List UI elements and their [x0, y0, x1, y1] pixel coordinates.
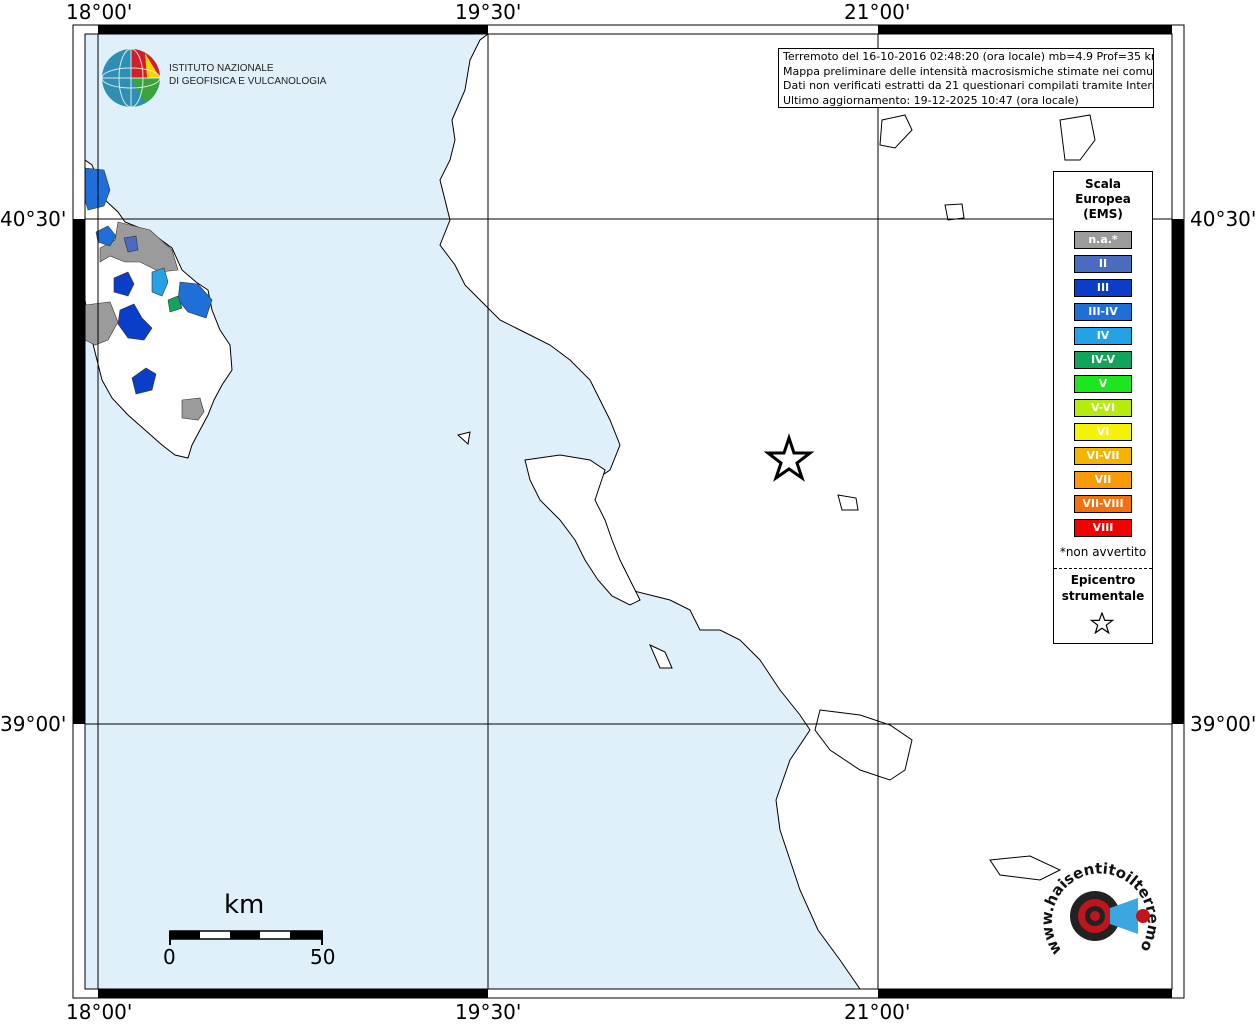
legend-item: n.a.* [1074, 231, 1132, 249]
legend-title-2: Europea [1075, 192, 1131, 206]
map-frame [72, 24, 1185, 999]
info-line-3: Dati non verificati estratti da 21 quest… [783, 79, 1154, 92]
logo-text: ISTITUTO NAZIONALE DI GEOFISICA E VULCAN… [169, 62, 326, 88]
legend-item: V [1074, 375, 1132, 393]
legend-item: VI-VII [1074, 447, 1132, 465]
legend-epicentre: Epicentro strumentale [1054, 572, 1152, 604]
island [944, 203, 965, 221]
epicentre-star-icon[interactable] [763, 433, 815, 482]
legend-note: *non avvertito [1059, 545, 1147, 559]
island [989, 855, 1062, 881]
legend-item: VII [1074, 471, 1132, 489]
lon-label-top-2: 19°30' [455, 0, 522, 24]
legend-title-3: (EMS) [1083, 207, 1123, 221]
legend-item: III [1074, 279, 1132, 297]
municipality-iii [113, 271, 135, 297]
event-info-box: Terremoto del 16-10-2016 02:48:20 (ora l… [778, 48, 1154, 108]
logo-line-1: ISTITUTO NAZIONALE [169, 62, 274, 74]
info-line-1: Terremoto del 16-10-2016 02:48:20 (ora l… [783, 50, 1154, 63]
municipality-iii [131, 367, 157, 395]
municipality-na [181, 397, 205, 421]
island [837, 494, 859, 511]
legend-epicentre-2: strumentale [1061, 589, 1145, 603]
legend-title: Scala Europea (EMS) [1054, 177, 1152, 222]
lat-label-left-1: 40°30' [0, 207, 67, 231]
info-line-2: Mappa preliminare delle intensità macros… [783, 64, 1154, 78]
legend-item: VI [1074, 423, 1132, 441]
legend-epicentre-1: Epicentro [1070, 573, 1136, 587]
lefkada-island [814, 709, 913, 781]
legend-item: III-IV [1074, 303, 1132, 321]
haisentito-logo[interactable]: www.haisentitoilterremoto.it [1040, 856, 1170, 976]
corfu-island [524, 454, 641, 606]
scale-title: km [224, 890, 265, 920]
scale-bar [169, 930, 323, 945]
lat-label-right-2: 39°00' [1190, 712, 1255, 736]
lon-label-top-1: 18°00' [66, 0, 133, 24]
municipality-iii [117, 303, 153, 341]
island [649, 643, 673, 669]
lat-label-left-2: 39°00' [0, 712, 67, 736]
island [1059, 114, 1096, 161]
graticule [85, 34, 1172, 989]
legend-item: IV [1074, 327, 1132, 345]
legend-item: VII-VIII [1074, 495, 1132, 513]
municipality-iv [151, 267, 169, 297]
legend-item: V-VI [1074, 399, 1132, 417]
ingv-logo [101, 48, 161, 108]
legend-item: IV-V [1074, 351, 1132, 369]
scale-max: 50 [310, 945, 336, 969]
ems-legend: Scala Europea (EMS) n.a.* II III III-IV IV IV… [1053, 171, 1153, 644]
legend-item: II [1074, 255, 1132, 273]
scale-min: 0 [163, 945, 176, 969]
municipality-ii [123, 235, 139, 253]
lon-label-bottom-1: 18°00' [66, 1000, 133, 1024]
legend-title-1: Scala [1084, 177, 1122, 191]
lat-label-right-1: 40°30' [1190, 207, 1255, 231]
island [879, 114, 913, 149]
legend-separator [1054, 568, 1152, 569]
info-line-4: Ultimo aggiornamento: 19-12-2025 10:47 (… [783, 93, 1079, 107]
legend-item: VIII [1074, 519, 1132, 537]
municipality-na [99, 221, 179, 273]
lon-label-bottom-3: 21°00' [844, 1000, 911, 1024]
lon-label-bottom-2: 19°30' [455, 1000, 522, 1024]
legend-star-icon [1090, 612, 1114, 634]
municipality-iv-v [167, 295, 183, 313]
lon-label-top-3: 21°00' [844, 0, 911, 24]
logo-line-2: DI GEOFISICA E VULCANOLOGIA [169, 75, 327, 87]
island [456, 431, 471, 445]
